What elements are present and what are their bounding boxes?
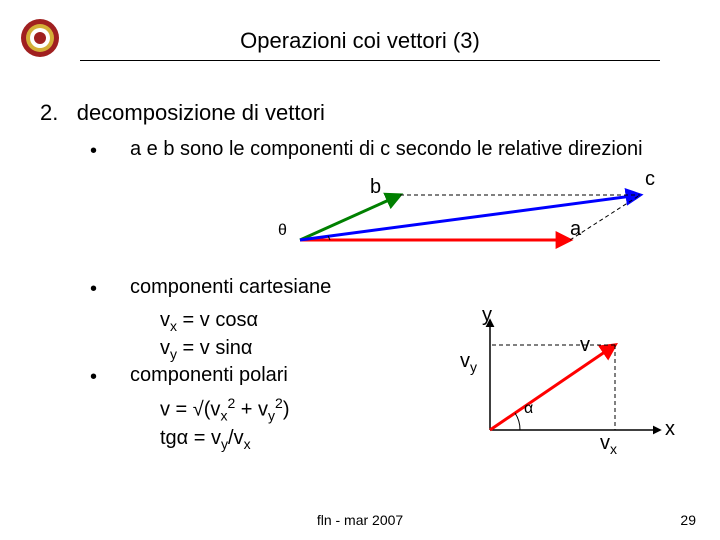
- slide-title: Operazioni coi vettori (3): [0, 28, 720, 54]
- bullet-3-text: componenti polari: [130, 364, 288, 387]
- angle-alpha-arc: [515, 413, 520, 430]
- bullet-3: •: [90, 366, 97, 389]
- bullet-2-text: componenti cartesiane: [130, 276, 331, 299]
- bullet-1-text: a e b sono le componenti di c secondo le…: [130, 138, 670, 161]
- label-v: v: [580, 334, 590, 357]
- label-b: b: [370, 176, 381, 199]
- bullet-2: •: [90, 278, 97, 301]
- list-text: decomposizione di vettori: [77, 100, 325, 125]
- vector-decomposition-diagram: b c a θ: [270, 180, 650, 260]
- label-x: x: [665, 418, 675, 441]
- label-c: c: [645, 168, 655, 191]
- bullet-marker: •: [90, 366, 97, 388]
- vector-v: [490, 345, 615, 430]
- title-underline: [80, 60, 660, 61]
- cartesian-components-diagram: x y v vx vy α: [460, 310, 680, 460]
- bullet-marker: •: [90, 140, 97, 162]
- bullet-marker: •: [90, 278, 97, 300]
- label-y: y: [482, 304, 492, 327]
- formula-vy: vy = v sinα: [160, 334, 252, 365]
- label-vx: vx: [600, 432, 617, 457]
- bullet-1: •: [90, 140, 97, 163]
- formula-vx: vx = v cosα: [160, 306, 258, 337]
- slide-number: 29: [680, 512, 696, 528]
- label-alpha: α: [524, 400, 533, 418]
- label-a: a: [570, 218, 581, 241]
- formula-v-mag: v = √(vx2 + vy2): [160, 394, 290, 426]
- formula-tg: tgα = vy/vx: [160, 424, 251, 455]
- label-theta: θ: [278, 222, 287, 240]
- label-vy: vy: [460, 350, 477, 375]
- main-list-item: 2. decomposizione di vettori: [40, 100, 325, 126]
- list-number: 2.: [40, 100, 58, 125]
- footer-center: fln - mar 2007: [0, 512, 720, 528]
